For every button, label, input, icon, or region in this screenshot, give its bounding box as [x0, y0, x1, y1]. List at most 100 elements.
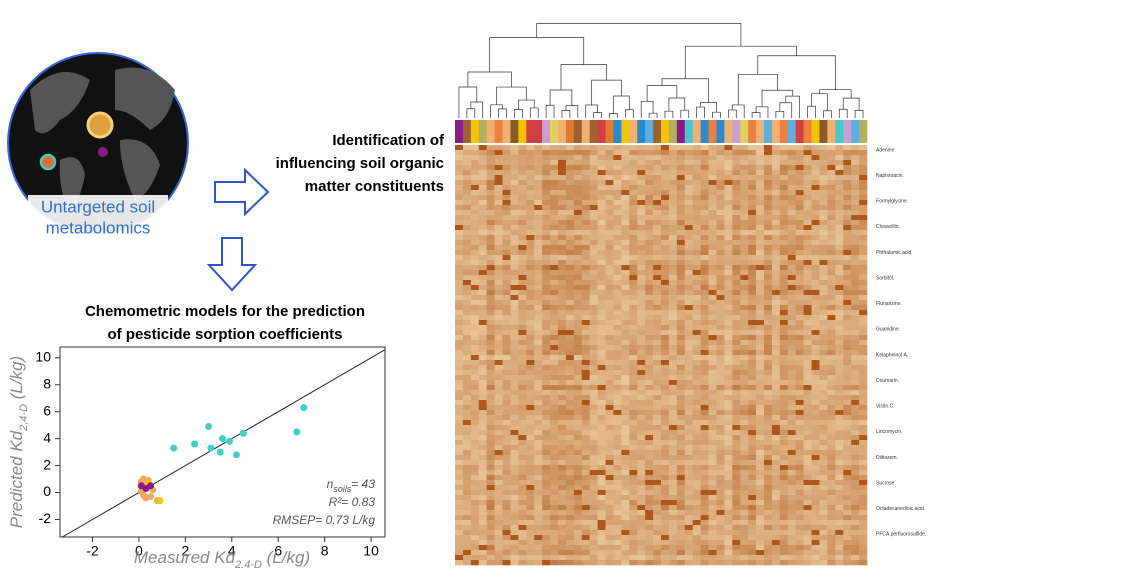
heatmap-cell [629, 415, 637, 420]
heatmap-cell [740, 485, 748, 490]
heatmap-cell [843, 345, 851, 350]
heatmap-cell [542, 485, 550, 490]
heatmap-cell [661, 495, 669, 500]
heatmap-cell [812, 365, 820, 370]
heatmap-cell [510, 305, 518, 310]
heatmap-cell [558, 245, 566, 250]
heatmap-cell [582, 400, 590, 405]
color-bar-cell [709, 120, 717, 143]
heatmap-cell [796, 335, 804, 340]
heatmap-cell [851, 445, 859, 450]
heatmap-cell [701, 515, 709, 520]
row-label: Octadecanedioic.acid. [876, 506, 925, 512]
heatmap-cell [859, 505, 867, 510]
heatmap-cell [819, 555, 827, 560]
heatmap-cell [613, 505, 621, 510]
heatmap-cell [740, 425, 748, 430]
heatmap-cell [566, 485, 574, 490]
heatmap-cell [582, 215, 590, 220]
heatmap-cell [804, 500, 812, 505]
heatmap-cell [677, 230, 685, 235]
heatmap-cell [606, 375, 614, 380]
heatmap-cell [518, 515, 526, 520]
heatmap-cell [629, 430, 637, 435]
heatmap-cell [558, 550, 566, 555]
heatmap-cell [637, 535, 645, 540]
heatmap-cell [701, 510, 709, 515]
heatmap-cell [637, 285, 645, 290]
heatmap-cell [859, 265, 867, 270]
heatmap-cell [661, 165, 669, 170]
heatmap-cell [788, 540, 796, 545]
heatmap-cell [479, 560, 487, 565]
heatmap-cell [455, 420, 463, 425]
heatmap-cell [851, 365, 859, 370]
heatmap-cell [740, 560, 748, 565]
color-bar-cell [748, 120, 756, 143]
heatmap-cell [590, 535, 598, 540]
heatmap-cell [732, 430, 740, 435]
heatmap-cell [796, 165, 804, 170]
heatmap-cell [819, 205, 827, 210]
heatmap-cell [526, 455, 534, 460]
heatmap-cell [740, 450, 748, 455]
heatmap-cell [716, 410, 724, 415]
heatmap-cell [479, 185, 487, 190]
heatmap-cell [574, 415, 582, 420]
heatmap-cell [653, 400, 661, 405]
heatmap-cell [804, 220, 812, 225]
heatmap-cell [550, 385, 558, 390]
heatmap-cell [827, 155, 835, 160]
heatmap-cell [613, 445, 621, 450]
heatmap-cell [851, 335, 859, 340]
heatmap-cell [772, 490, 780, 495]
heatmap-cell [574, 475, 582, 480]
heatmap-cell [748, 415, 756, 420]
heatmap-cell [693, 375, 701, 380]
heatmap-cell [804, 310, 812, 315]
heatmap-cell [606, 290, 614, 295]
heatmap-cell [582, 510, 590, 515]
heatmap-cell [558, 305, 566, 310]
heatmap-cell [487, 270, 495, 275]
heatmap-cell [463, 300, 471, 305]
heatmap-cell [503, 300, 511, 305]
heatmap-cell [487, 235, 495, 240]
heatmap-cell [574, 260, 582, 265]
heatmap-cell [613, 215, 621, 220]
heatmap-cell [606, 165, 614, 170]
heatmap-cell [701, 450, 709, 455]
heatmap-cell [812, 505, 820, 510]
heatmap-cell [503, 435, 511, 440]
heatmap-cell [756, 305, 764, 310]
heatmap-cell [772, 305, 780, 310]
heatmap-cell [574, 255, 582, 260]
heatmap-cell [835, 495, 843, 500]
heatmap-cell [621, 465, 629, 470]
heatmap-cell [518, 160, 526, 165]
heatmap-cell [669, 470, 677, 475]
heatmap-cell [732, 450, 740, 455]
heatmap-cell [566, 295, 574, 300]
heatmap-cell [613, 280, 621, 285]
heatmap-cell [645, 485, 653, 490]
heatmap-cell [709, 440, 717, 445]
heatmap-cell [677, 340, 685, 345]
heatmap-cell [621, 310, 629, 315]
heatmap-cell [574, 435, 582, 440]
heatmap-cell [463, 215, 471, 220]
heatmap-cell [780, 200, 788, 205]
heatmap-cell [629, 355, 637, 360]
heatmap-cell [788, 315, 796, 320]
heatmap-cell [843, 550, 851, 555]
heatmap-cell [677, 275, 685, 280]
heatmap-cell [693, 245, 701, 250]
heatmap-cell [732, 465, 740, 470]
heatmap-cell [629, 250, 637, 255]
heatmap-cell [677, 215, 685, 220]
heatmap-cell [788, 485, 796, 490]
heatmap-cell [613, 210, 621, 215]
heatmap-cell [479, 160, 487, 165]
heatmap-cell [796, 520, 804, 525]
heatmap-cell [780, 295, 788, 300]
